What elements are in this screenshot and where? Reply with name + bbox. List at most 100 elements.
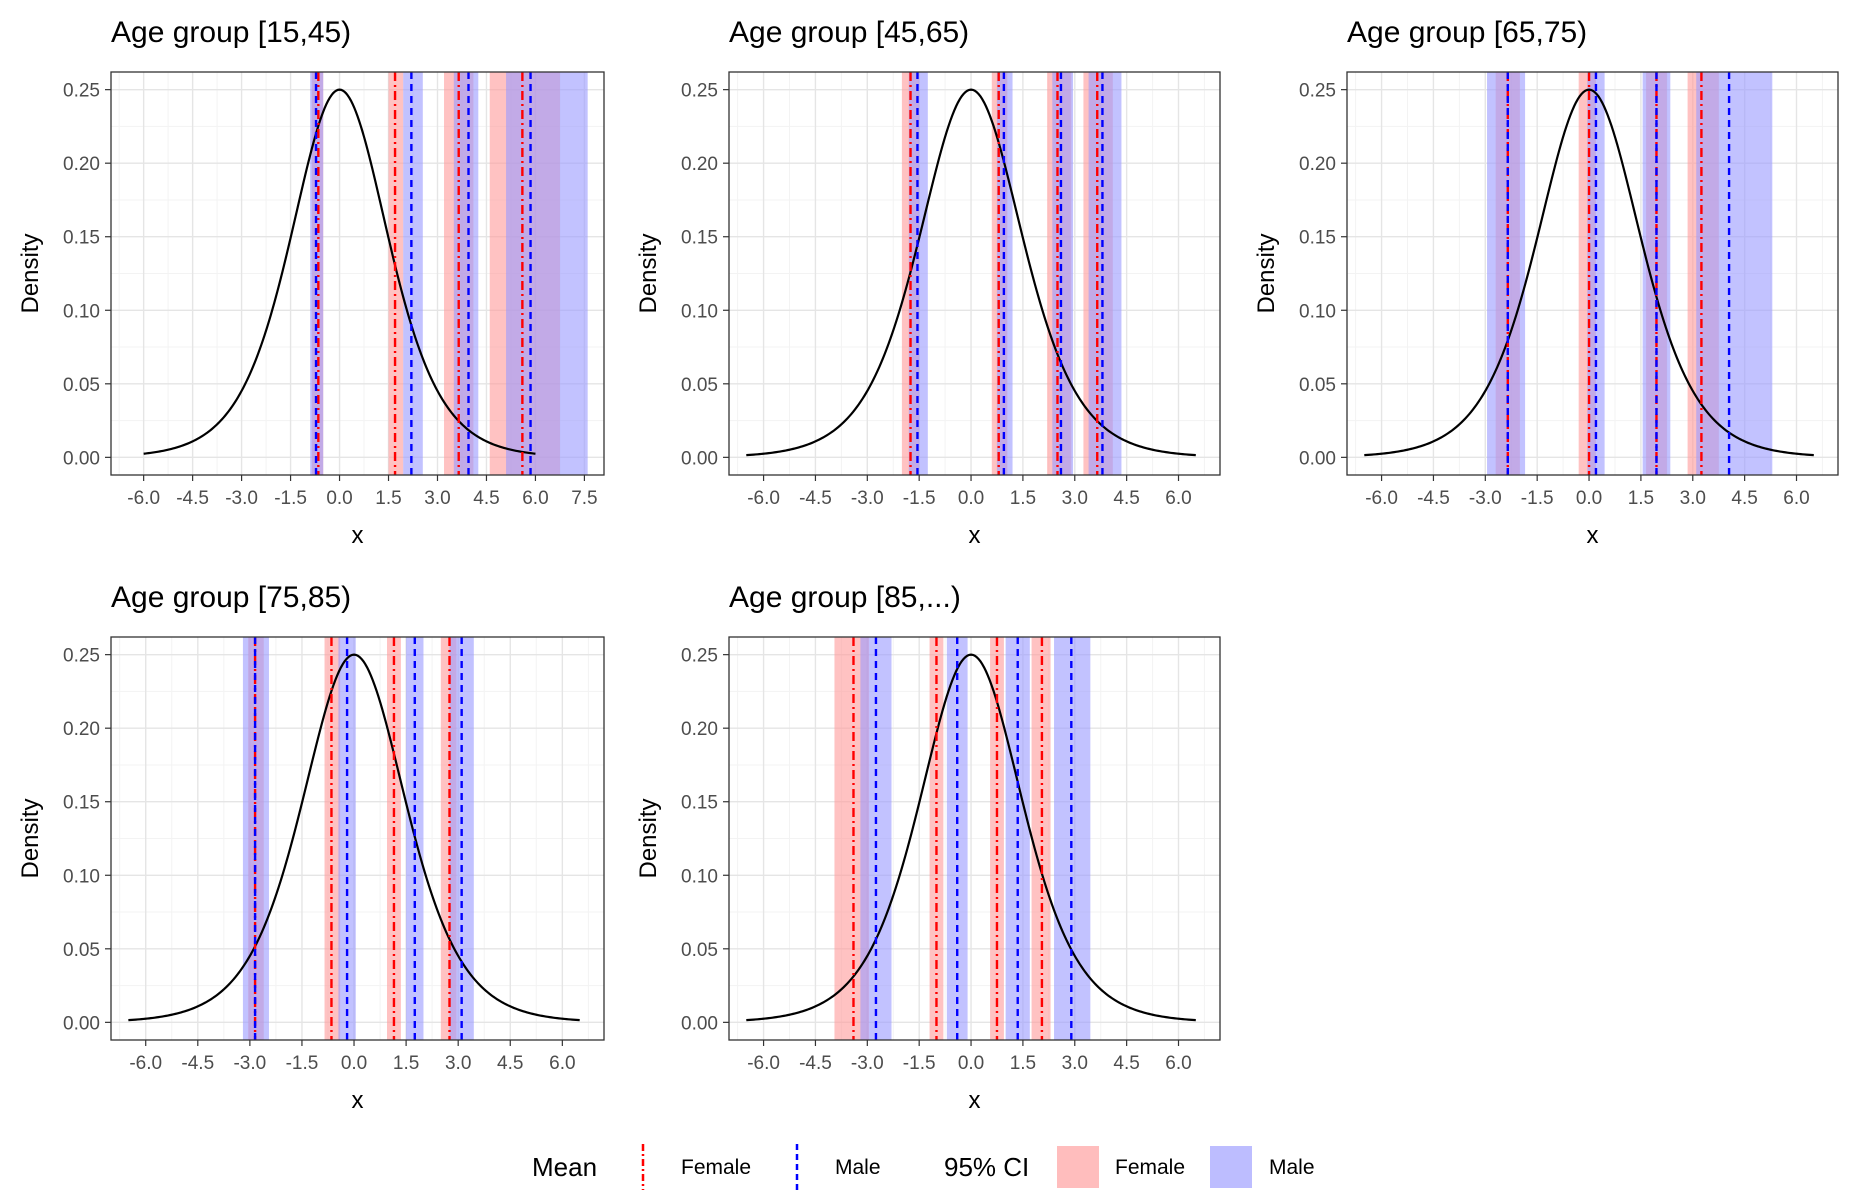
y-axis: 0.00 0.05 0.10 0.15 0.20 0.25 [63, 81, 111, 469]
y-tick-label: 0.10 [681, 866, 718, 887]
x-tick-label: 1.5 [1010, 1053, 1036, 1074]
density-curve [746, 88, 1196, 457]
density-curve [128, 653, 580, 1022]
y-tick-label: 0.25 [681, 646, 718, 667]
panel-title: Age group [75,85) [111, 581, 351, 614]
ci-band-female [929, 637, 944, 1040]
x-tick-label: 1.5 [1010, 488, 1036, 509]
x-tick-label: 3.0 [424, 488, 450, 509]
y-tick-label: 0.25 [1299, 81, 1336, 102]
y-axis-title: Density [1253, 233, 1280, 313]
ci-band-male [1005, 637, 1030, 1040]
x-tick-label: 6.0 [549, 1053, 575, 1074]
x-axis: -6.0 -4.5 -3.0 -1.5 0.0 1.5 3.0 4.5 6.0 [747, 1040, 1192, 1074]
ci-band-male [996, 72, 1013, 475]
density-curve [746, 653, 1196, 1022]
x-tick-label: 0.0 [1576, 488, 1602, 509]
ci-band-male [1052, 72, 1074, 475]
ci-band-male [1088, 72, 1122, 475]
x-axis: -6.0 -4.5 -3.0 -1.5 0.0 1.5 3.0 4.5 6.0 [747, 475, 1192, 509]
y-tick-label: 0.05 [63, 940, 100, 961]
ci-band-male [338, 637, 356, 1040]
ci-band-female [1031, 637, 1051, 1040]
x-tick-label: -3.0 [1469, 488, 1502, 509]
x-tick-label: -3.0 [225, 488, 258, 509]
y-tick-label: 0.05 [1299, 375, 1336, 396]
legend-key-ci-male [1210, 1146, 1252, 1188]
x-tick-label: 0.0 [958, 488, 984, 509]
legend-title-mean: Mean [532, 1152, 597, 1182]
x-tick-label: -6.0 [747, 1053, 780, 1074]
panel-border [728, 71, 1221, 476]
x-axis-title: x [352, 522, 364, 549]
panel-border [728, 636, 1221, 1041]
panel-title: Age group [15,45) [111, 16, 351, 49]
x-tick-label: -6.0 [747, 488, 780, 509]
panel-border [1346, 71, 1839, 476]
y-tick-label: 0.25 [681, 81, 718, 102]
y-tick-label: 0.10 [63, 301, 100, 322]
x-tick-label: 0.0 [958, 1053, 984, 1074]
y-axis: 0.00 0.05 0.10 0.15 0.20 0.25 [681, 81, 729, 469]
ci-band-female [324, 637, 341, 1040]
x-tick-label: -1.5 [286, 1053, 319, 1074]
ci-band-male [453, 72, 479, 475]
y-axis-title: Density [17, 798, 44, 878]
y-tick-label: 0.15 [63, 793, 100, 814]
ci-band-male [310, 72, 324, 475]
ci-band-male [1587, 72, 1605, 475]
x-tick-label: -4.5 [181, 1053, 214, 1074]
y-tick-label: 0.20 [63, 719, 100, 740]
x-tick-label: 4.5 [497, 1053, 523, 1074]
ci-band-male [860, 637, 892, 1040]
ci-band-female [388, 72, 404, 475]
y-tick-label: 0.20 [681, 154, 718, 175]
y-tick-label: 0.00 [63, 448, 100, 469]
legend-key-ci-female [1057, 1146, 1099, 1188]
legend-label-ci-female: Female [1115, 1156, 1185, 1179]
ci-band-male [946, 637, 968, 1040]
y-axis: 0.00 0.05 0.10 0.15 0.20 0.25 [63, 646, 111, 1034]
y-tick-label: 0.10 [681, 301, 718, 322]
y-tick-label: 0.05 [63, 375, 100, 396]
legend-label-ci-male: Male [1269, 1156, 1315, 1179]
density-curve [143, 88, 536, 455]
x-axis-title: x [1587, 522, 1599, 549]
x-axis: -6.0 -4.5 -3.0 -1.5 0.0 1.5 3.0 4.5 6.0 [129, 1040, 576, 1074]
panel-border [110, 71, 605, 476]
ci-band-male [1487, 72, 1526, 475]
legend-title-ci: 95% CI [944, 1152, 1029, 1182]
panel-border [110, 636, 605, 1041]
legend: Mean Female Male 95% CI Female Male [532, 1144, 1315, 1190]
ci-band-male [506, 72, 588, 475]
panel-title: Age group [65,75) [1347, 16, 1587, 49]
x-tick-label: 6.0 [1165, 1053, 1191, 1074]
panels: -6.0 -4.5 -3.0 -1.5 0.0 1.5 3.0 4.5 6.0 7.50.000.… [17, 16, 1839, 1114]
y-tick-label: 0.10 [1299, 301, 1336, 322]
x-axis: -6.0 -4.5 -3.0 -1.5 0.0 1.5 3.0 4.5 6.0 7.5 [127, 475, 598, 509]
ci-band-male [1642, 72, 1671, 475]
y-tick-label: 0.15 [63, 228, 100, 249]
y-tick-label: 0.20 [681, 719, 718, 740]
x-tick-label: -6.0 [129, 1053, 162, 1074]
y-tick-label: 0.20 [63, 154, 100, 175]
x-tick-label: 3.0 [445, 1053, 471, 1074]
x-tick-label: 1.5 [1628, 488, 1654, 509]
y-tick-label: 0.05 [681, 940, 718, 961]
x-tick-label: 4.5 [1731, 488, 1757, 509]
ci-band-male [1696, 72, 1773, 475]
x-tick-label: 4.5 [473, 488, 499, 509]
panel-5: -6.0 -4.5 -3.0 -1.5 0.0 1.5 3.0 4.5 6.00.000.050… [635, 581, 1221, 1114]
y-axis-title: Density [17, 233, 44, 313]
panel-4: -6.0 -4.5 -3.0 -1.5 0.0 1.5 3.0 4.5 6.00.000.050… [17, 581, 605, 1114]
x-tick-label: -3.0 [233, 1053, 266, 1074]
y-axis-title: Density [635, 233, 662, 313]
x-tick-label: 3.0 [1062, 488, 1088, 509]
panel-title: Age group [85,...) [729, 581, 961, 614]
x-tick-label: 6.0 [1165, 488, 1191, 509]
x-tick-label: -4.5 [799, 488, 832, 509]
x-axis-title: x [969, 522, 981, 549]
panel-2: -6.0 -4.5 -3.0 -1.5 0.0 1.5 3.0 4.5 6.00.000.050… [635, 16, 1221, 549]
x-tick-label: -4.5 [176, 488, 209, 509]
